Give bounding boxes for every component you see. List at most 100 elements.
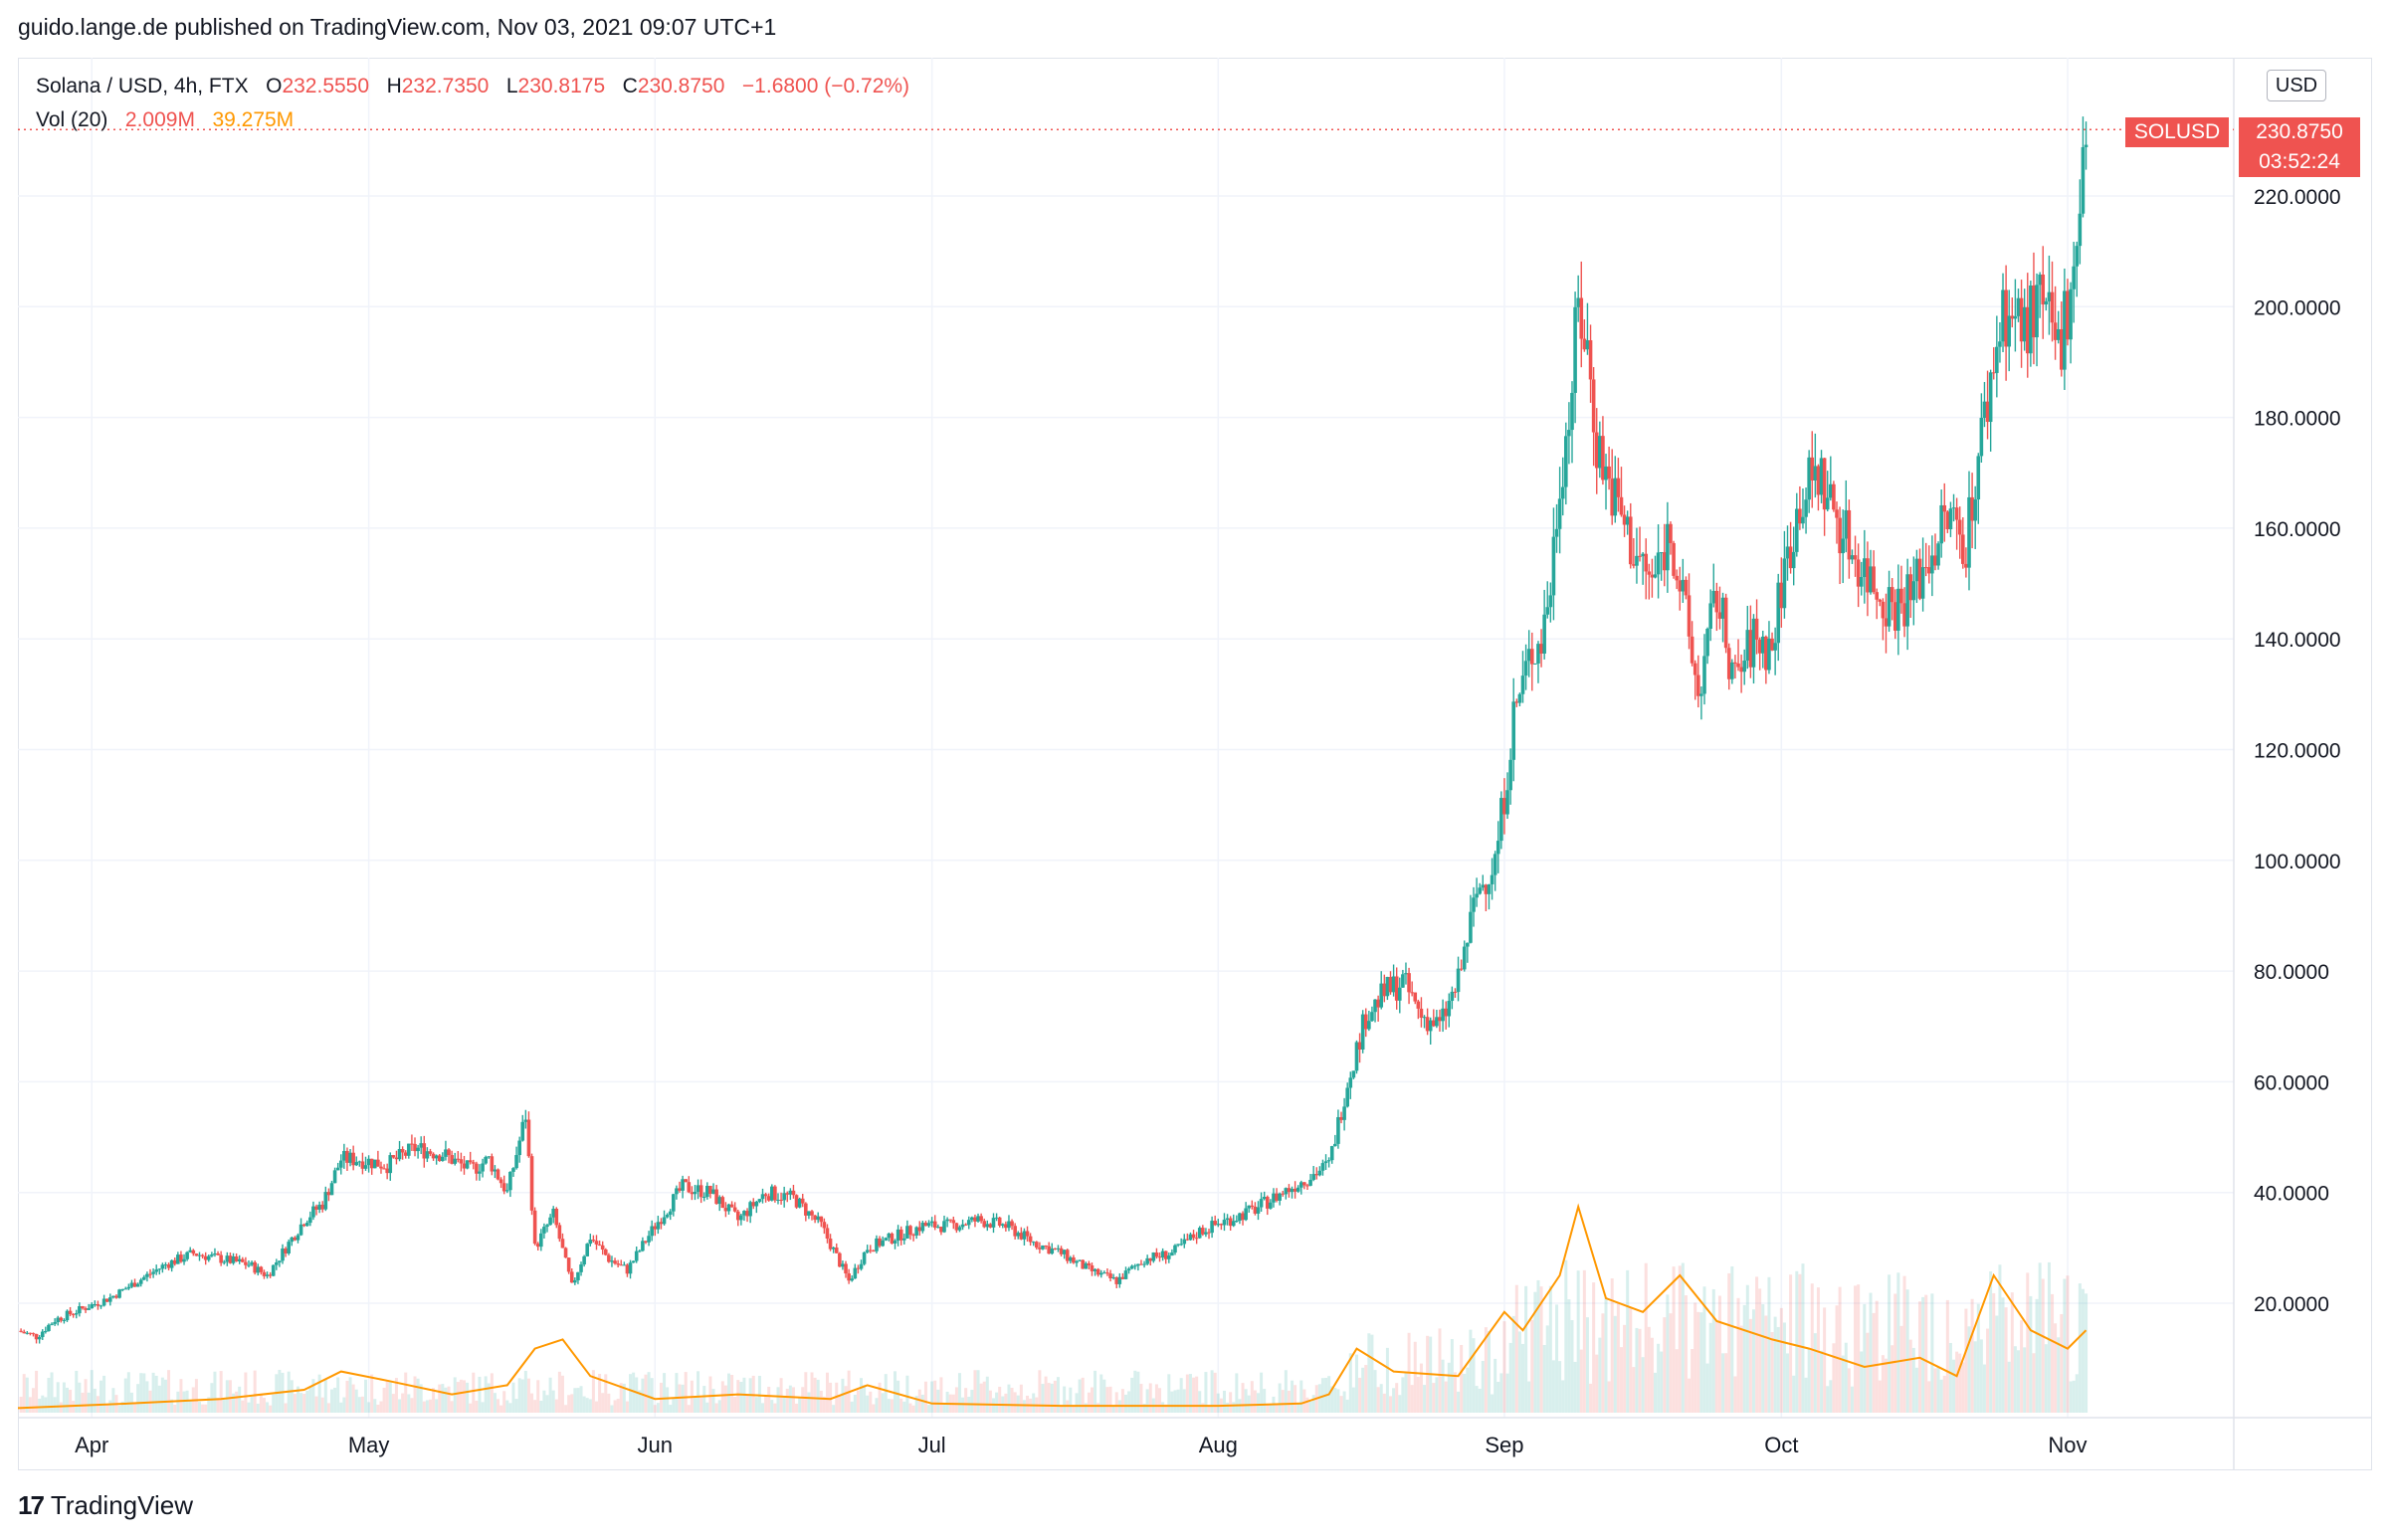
candle xyxy=(191,1250,196,1254)
tradingview-logo[interactable]: 17 TradingView xyxy=(18,1490,193,1521)
volume-bar xyxy=(1056,1377,1060,1413)
volume-bar xyxy=(1213,1372,1217,1413)
volume-bar xyxy=(266,1402,270,1413)
volume-bar xyxy=(194,1379,198,1413)
candle xyxy=(1776,582,1781,644)
candle xyxy=(878,1238,882,1247)
candle xyxy=(785,1193,790,1195)
volume-bar xyxy=(1681,1262,1685,1413)
currency-unit-button[interactable]: USD xyxy=(2267,70,2326,101)
candle xyxy=(576,1271,580,1280)
candle xyxy=(1991,372,1996,374)
candle xyxy=(511,1168,515,1172)
candle xyxy=(911,1235,915,1237)
volume-bar xyxy=(145,1381,149,1413)
candle xyxy=(1373,999,1377,1013)
candle xyxy=(44,1330,48,1332)
candle xyxy=(28,1332,33,1334)
volume-bar xyxy=(779,1378,783,1413)
volume-bar xyxy=(1438,1328,1442,1413)
volume-bar xyxy=(1361,1367,1365,1413)
candle xyxy=(1687,595,1692,637)
candle xyxy=(902,1238,906,1241)
vol-value: 2.009M xyxy=(124,108,195,131)
candle xyxy=(148,1273,152,1275)
y-tick-label: 180.0000 xyxy=(2254,408,2341,431)
candle xyxy=(1376,999,1380,1008)
candle xyxy=(1696,674,1700,696)
candle xyxy=(607,1254,611,1262)
candle xyxy=(332,1170,337,1184)
volume-bar xyxy=(1148,1383,1152,1413)
volume-bar xyxy=(1675,1349,1679,1413)
volume-bar xyxy=(1392,1388,1396,1413)
candle xyxy=(2059,328,2064,370)
candle xyxy=(1567,430,1571,437)
volume-bar xyxy=(1888,1274,1892,1413)
candle xyxy=(539,1233,543,1248)
candle xyxy=(1844,509,1849,539)
candle xyxy=(1163,1251,1168,1259)
candle xyxy=(1010,1221,1014,1227)
volume-bar xyxy=(133,1403,137,1413)
candle xyxy=(2075,246,2080,267)
candle xyxy=(1478,887,1483,894)
candle xyxy=(1533,663,1537,665)
volume-bar xyxy=(1179,1378,1183,1413)
volume-bar xyxy=(1899,1325,1903,1413)
candle xyxy=(1773,643,1777,651)
candle xyxy=(641,1241,645,1251)
candle xyxy=(678,1188,682,1191)
candle xyxy=(160,1264,165,1269)
volume-bar xyxy=(1358,1377,1362,1413)
chart-frame[interactable] xyxy=(18,58,2372,1470)
candle xyxy=(444,1149,448,1157)
candle xyxy=(240,1258,245,1262)
volume-bar xyxy=(1210,1370,1214,1413)
candle xyxy=(613,1260,617,1264)
candle xyxy=(1188,1234,1193,1241)
volume-bar xyxy=(1607,1381,1611,1413)
volume-bar xyxy=(360,1396,364,1413)
volume-bar xyxy=(1444,1381,1448,1413)
candle xyxy=(923,1223,928,1227)
volume-bar xyxy=(1948,1342,1952,1413)
volume-bar xyxy=(801,1387,805,1413)
volume-bar xyxy=(894,1371,897,1413)
volume-bar xyxy=(822,1396,826,1413)
candle xyxy=(1982,401,1987,419)
volume-bar xyxy=(1505,1373,1509,1413)
volume-bar xyxy=(795,1403,799,1413)
volume-bar xyxy=(1419,1363,1423,1413)
volume-bar xyxy=(1952,1359,1956,1413)
candle xyxy=(2038,274,2042,286)
volume-bar xyxy=(1370,1334,1374,1413)
candle xyxy=(1450,991,1455,1002)
candle xyxy=(62,1320,67,1322)
candle xyxy=(1810,457,1815,481)
candle xyxy=(99,1305,103,1307)
candle xyxy=(1914,558,1919,582)
volume-bar xyxy=(914,1396,918,1413)
candle xyxy=(1435,1017,1439,1027)
volume-bar xyxy=(1644,1262,1648,1413)
candle xyxy=(560,1239,565,1249)
candle xyxy=(154,1269,158,1272)
volume-bar xyxy=(1354,1354,1358,1413)
volume-bar xyxy=(117,1405,121,1413)
candle xyxy=(841,1263,845,1267)
volume-bar xyxy=(1847,1368,1851,1413)
volume-bar xyxy=(717,1400,721,1413)
candle xyxy=(335,1167,340,1171)
candle xyxy=(1290,1188,1295,1193)
volume-bar xyxy=(1099,1374,1103,1413)
candle xyxy=(1681,579,1686,592)
volume-bar xyxy=(1748,1318,1752,1413)
candle xyxy=(188,1250,193,1252)
volume-bar xyxy=(1333,1388,1337,1413)
candle xyxy=(1179,1244,1183,1246)
candle xyxy=(1520,675,1525,694)
volume-bar xyxy=(348,1377,352,1413)
candle xyxy=(735,1211,740,1221)
